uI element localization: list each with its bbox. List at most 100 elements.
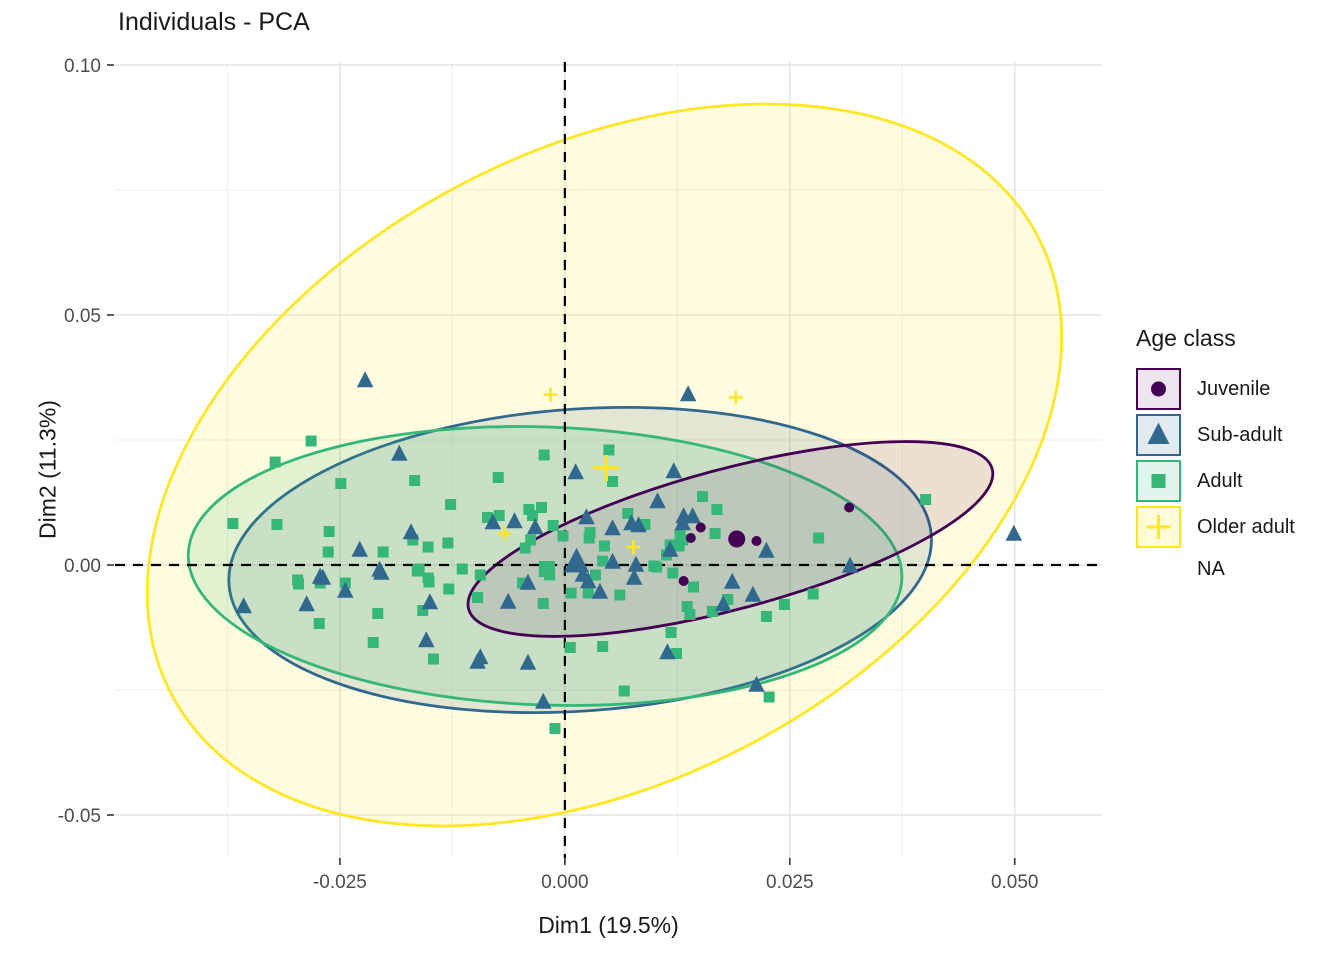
square-point bbox=[639, 519, 651, 530]
confidence-ellipses bbox=[145, 102, 1064, 828]
triangle-point bbox=[604, 552, 621, 569]
square-point bbox=[582, 587, 594, 599]
square-key-symbol bbox=[1151, 474, 1166, 488]
square-point bbox=[667, 567, 679, 579]
triangle-point bbox=[567, 463, 584, 480]
legend-item-older-adult: Older adult bbox=[1136, 506, 1341, 548]
square-point bbox=[456, 563, 468, 575]
square-point bbox=[597, 555, 609, 567]
triangle-point bbox=[665, 462, 682, 479]
square-point bbox=[549, 723, 561, 734]
triangle-point bbox=[758, 541, 775, 558]
x-tick-label: 0.050 bbox=[991, 872, 1039, 893]
y-tick-label: 0.05 bbox=[64, 306, 101, 327]
x-tick-label: 0.000 bbox=[541, 872, 589, 893]
square-point bbox=[492, 472, 504, 483]
square-point bbox=[519, 542, 531, 554]
square-point bbox=[603, 444, 615, 456]
triangle-point bbox=[723, 572, 741, 589]
square-point bbox=[323, 526, 335, 537]
triangle-point bbox=[649, 492, 666, 509]
square-point bbox=[535, 502, 547, 513]
triangle-point bbox=[1005, 524, 1023, 541]
cross-point bbox=[497, 526, 512, 541]
subadult-triangle-icon bbox=[1136, 414, 1181, 456]
triangle-point bbox=[841, 556, 859, 573]
mean-juvenile bbox=[728, 530, 746, 548]
square-point bbox=[706, 606, 718, 617]
x-tick-label: 0.025 bbox=[766, 872, 814, 893]
square-point bbox=[474, 569, 486, 581]
square-point bbox=[677, 534, 689, 546]
triangle-point bbox=[356, 371, 374, 388]
triangle-point bbox=[499, 592, 517, 609]
juvenile-circle-icon bbox=[1136, 368, 1181, 410]
square-point bbox=[589, 569, 601, 581]
square-point bbox=[564, 642, 576, 653]
square-point bbox=[472, 592, 484, 603]
triangle-point bbox=[506, 512, 523, 529]
square-point bbox=[711, 504, 723, 515]
square-point bbox=[377, 546, 389, 558]
square-point bbox=[684, 609, 696, 620]
square-point bbox=[778, 599, 790, 610]
square-point bbox=[618, 685, 630, 697]
square-point bbox=[526, 510, 538, 521]
older-adult-cross-icon bbox=[1136, 506, 1181, 548]
legend-label: Older adult bbox=[1197, 515, 1295, 538]
triangle-point bbox=[235, 597, 252, 614]
square-point bbox=[409, 475, 421, 486]
triangle-point bbox=[519, 653, 537, 670]
square-point bbox=[688, 581, 700, 593]
cross-key-symbol bbox=[1146, 515, 1171, 539]
y-tick-label: 0.00 bbox=[64, 556, 101, 577]
square-point bbox=[538, 449, 550, 461]
triangle-point bbox=[714, 595, 732, 612]
cross-point bbox=[626, 540, 641, 554]
square-point bbox=[525, 534, 537, 546]
circle-point bbox=[678, 576, 689, 586]
chart-title: Individuals - PCA bbox=[118, 8, 310, 36]
triangle-point bbox=[674, 514, 691, 531]
triangle-point bbox=[314, 568, 332, 585]
cross-point bbox=[728, 390, 743, 405]
square-point bbox=[722, 594, 734, 605]
triangle-point bbox=[744, 585, 762, 602]
mean-olderadult bbox=[593, 455, 620, 481]
square-point bbox=[493, 510, 505, 521]
circle-key-symbol bbox=[1151, 381, 1166, 397]
triangle-point bbox=[373, 563, 390, 580]
adult-square-icon bbox=[1136, 460, 1181, 502]
mean-adult bbox=[538, 561, 555, 577]
square-point bbox=[760, 611, 772, 622]
points-juvenile bbox=[678, 502, 855, 586]
triangle-point bbox=[351, 540, 368, 557]
square-point bbox=[411, 565, 423, 577]
square-point bbox=[423, 576, 435, 588]
square-point bbox=[681, 601, 693, 612]
legend: Age class Juvenile Sub-adult Adult Older… bbox=[1136, 325, 1341, 588]
legend-item-juvenile: Juvenile bbox=[1136, 368, 1341, 410]
points-olderadult bbox=[497, 387, 743, 554]
square-point bbox=[417, 605, 429, 616]
square-point bbox=[709, 528, 721, 539]
circle-point bbox=[685, 533, 696, 543]
group-mean-points bbox=[538, 455, 746, 577]
square-point bbox=[607, 476, 619, 487]
legend-title: Age class bbox=[1136, 325, 1236, 351]
circle-point bbox=[751, 536, 762, 546]
data-points bbox=[227, 371, 1023, 734]
legend-label: Juvenile bbox=[1197, 377, 1271, 400]
square-point bbox=[443, 583, 455, 595]
square-point bbox=[537, 598, 549, 609]
square-point bbox=[407, 534, 419, 546]
square-point bbox=[269, 456, 281, 468]
triangle-point bbox=[298, 595, 315, 612]
legend-label: NA bbox=[1197, 557, 1225, 580]
square-point bbox=[517, 577, 529, 589]
square-point bbox=[665, 627, 677, 638]
minor-gridlines bbox=[115, 62, 1102, 858]
x-tick-label: -0.025 bbox=[313, 872, 367, 893]
